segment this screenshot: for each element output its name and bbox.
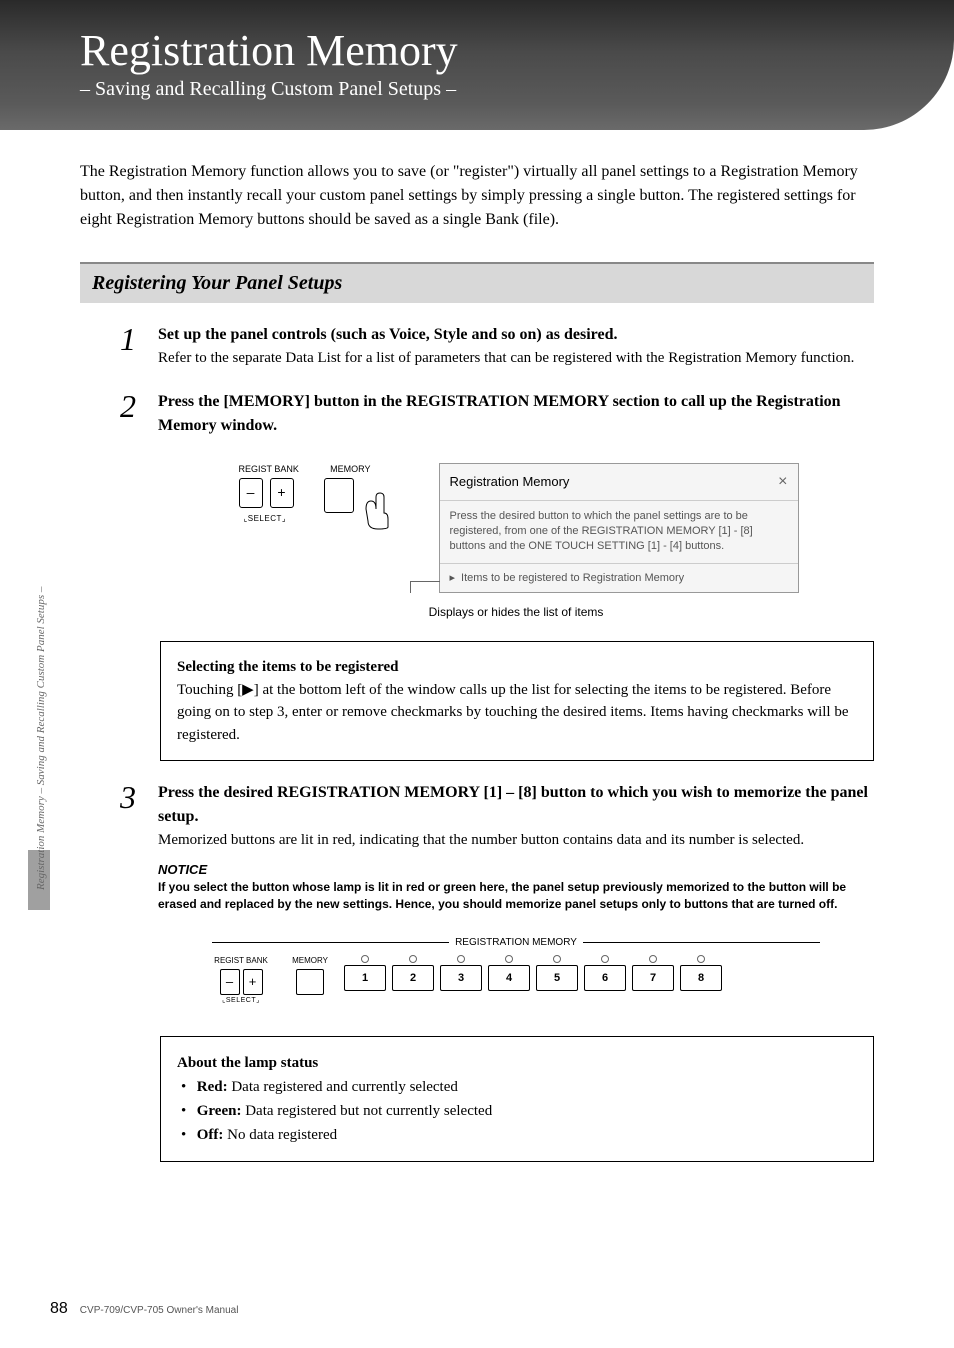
- step-1-title: Set up the panel controls (such as Voice…: [158, 323, 874, 347]
- lamp-item-red: • Red: Data registered and currently sel…: [177, 1075, 857, 1099]
- step-2: 2 Press the [MEMORY] button in the REGIS…: [120, 390, 874, 622]
- step-2-content: Press the [MEMORY] button in the REGISTR…: [158, 390, 874, 622]
- bullet-icon: •: [181, 1075, 193, 1099]
- reg-btn-1: 1: [344, 965, 386, 991]
- reg-btn-4-col: 4: [488, 955, 530, 991]
- regist-minus-button: –: [239, 478, 263, 508]
- side-tab-label: Registration Memory – Saving and Recalli…: [34, 480, 48, 900]
- reg-btn-5: 5: [536, 965, 578, 991]
- lamp-title: About the lamp status: [177, 1051, 857, 1075]
- step-1-number: 1: [120, 323, 140, 355]
- lamp-status-box: About the lamp status • Red: Data regist…: [160, 1036, 874, 1162]
- lamp-green-text: Data registered but not currently select…: [241, 1103, 492, 1119]
- pointer-line: [410, 581, 440, 582]
- lamp-item-off: • Off: No data registered: [177, 1123, 857, 1147]
- lamp-off-label: Off:: [197, 1127, 224, 1143]
- panel-diagram: REGIST BANK MEMORY – + ⌞SELECT⌟: [234, 463, 399, 548]
- figure-caption: Displays or hides the list of items: [158, 603, 874, 621]
- reg-btn-2-col: 2: [392, 955, 434, 991]
- reg-bank-minus: –: [220, 969, 240, 995]
- reg-btn-7: 7: [632, 965, 674, 991]
- registration-dialog: Registration Memory × Press the desired …: [439, 463, 799, 594]
- step-3-content: Press the desired REGISTRATION MEMORY [1…: [158, 781, 874, 1016]
- step-3: 3 Press the desired REGISTRATION MEMORY …: [120, 781, 874, 1016]
- registration-memory-diagram: REGISTRATION MEMORY REGIST BANK – + ⌞SEL…: [206, 931, 826, 1016]
- reg-btn-6-col: 6: [584, 955, 626, 991]
- lamp-red-label: Red:: [197, 1079, 228, 1095]
- reg-bank-plus: +: [243, 969, 263, 995]
- reg-memory-label: MEMORY: [290, 955, 330, 967]
- dialog-expand-icon: ▸: [450, 570, 456, 587]
- reg-btn-5-col: 5: [536, 955, 578, 991]
- memory-button: [324, 478, 354, 513]
- dialog-header: Registration Memory ×: [440, 464, 798, 501]
- reg-btn-8: 8: [680, 965, 722, 991]
- dialog-close-icon: ×: [778, 470, 787, 494]
- chapter-subtitle: – Saving and Recalling Custom Panel Setu…: [80, 78, 954, 101]
- reg-led-2: [409, 955, 417, 963]
- reg-number-buttons: 1 2 3 4 5: [344, 955, 722, 991]
- reg-memory-group: MEMORY: [290, 955, 330, 995]
- reg-diagram-title: REGISTRATION MEMORY: [206, 935, 826, 950]
- figure-step-2: REGIST BANK MEMORY – + ⌞SELECT⌟ Registra…: [158, 463, 874, 594]
- step-1: 1 Set up the panel controls (such as Voi…: [120, 323, 874, 370]
- regist-plus-button: +: [270, 478, 294, 508]
- step-2-title: Press the [MEMORY] button in the REGISTR…: [158, 390, 874, 438]
- reg-bank-label: REGIST BANK: [206, 955, 276, 967]
- reg-led-6: [601, 955, 609, 963]
- reg-btn-4: 4: [488, 965, 530, 991]
- reg-led-3: [457, 955, 465, 963]
- dialog-footer: ▸ Items to be registered to Registration…: [440, 563, 798, 593]
- reg-btn-6: 6: [584, 965, 626, 991]
- chapter-title: Registration Memory: [80, 25, 954, 76]
- info-box-body: Touching [▶] at the bottom left of the w…: [177, 679, 857, 747]
- reg-led-1: [361, 955, 369, 963]
- bullet-icon: •: [181, 1123, 193, 1147]
- bullet-icon: •: [181, 1099, 193, 1123]
- intro-paragraph: The Registration Memory function allows …: [80, 160, 874, 232]
- regist-bank-label: REGIST BANK: [239, 463, 299, 477]
- page-number: 88: [50, 1300, 68, 1318]
- reg-bank-group: REGIST BANK – + ⌞SELECT⌟: [206, 955, 276, 1007]
- lamp-green-label: Green:: [197, 1103, 242, 1119]
- touch-hand-icon: [358, 491, 394, 544]
- memory-label: MEMORY: [330, 463, 370, 477]
- reg-diagram-row: REGIST BANK – + ⌞SELECT⌟ MEMORY 1: [206, 955, 826, 1007]
- reg-btn-3-col: 3: [440, 955, 482, 991]
- reg-btn-8-col: 8: [680, 955, 722, 991]
- reg-select-label: ⌞SELECT⌟: [206, 996, 276, 1007]
- dialog-footer-text: Items to be registered to Registration M…: [461, 570, 684, 587]
- step-3-title: Press the desired REGISTRATION MEMORY [1…: [158, 781, 874, 829]
- reg-led-4: [505, 955, 513, 963]
- notice-text: If you select the button whose lamp is l…: [158, 879, 874, 913]
- reg-led-5: [553, 955, 561, 963]
- reg-led-7: [649, 955, 657, 963]
- reg-led-8: [697, 955, 705, 963]
- lamp-item-green: • Green: Data registered but not current…: [177, 1099, 857, 1123]
- step-2-number: 2: [120, 390, 140, 422]
- select-label: ⌞SELECT⌟: [244, 513, 287, 525]
- dialog-title: Registration Memory: [450, 472, 570, 492]
- reg-memory-button: [296, 969, 324, 995]
- lamp-red-text: Data registered and currently selected: [228, 1079, 458, 1095]
- footer-text: CVP-709/CVP-705 Owner's Manual: [80, 1305, 239, 1316]
- page-footer: 88 CVP-709/CVP-705 Owner's Manual: [50, 1300, 238, 1318]
- reg-bank-buttons: – +: [206, 969, 276, 995]
- notice-label: NOTICE: [158, 860, 874, 880]
- reg-btn-1-col: 1: [344, 955, 386, 991]
- step-3-number: 3: [120, 781, 140, 813]
- step-1-body: Refer to the separate Data List for a li…: [158, 347, 874, 370]
- info-box-selecting-items: Selecting the items to be registered Tou…: [160, 641, 874, 761]
- reg-btn-3: 3: [440, 965, 482, 991]
- dialog-body: Press the desired button to which the pa…: [440, 501, 798, 563]
- reg-btn-7-col: 7: [632, 955, 674, 991]
- step-3-body: Memorized buttons are lit in red, indica…: [158, 829, 874, 852]
- section-heading: Registering Your Panel Setups: [80, 262, 874, 303]
- step-1-content: Set up the panel controls (such as Voice…: [158, 323, 874, 370]
- lamp-off-text: No data registered: [223, 1127, 337, 1143]
- info-box-title: Selecting the items to be registered: [177, 656, 857, 679]
- chapter-header: Registration Memory – Saving and Recalli…: [0, 0, 954, 130]
- reg-btn-2: 2: [392, 965, 434, 991]
